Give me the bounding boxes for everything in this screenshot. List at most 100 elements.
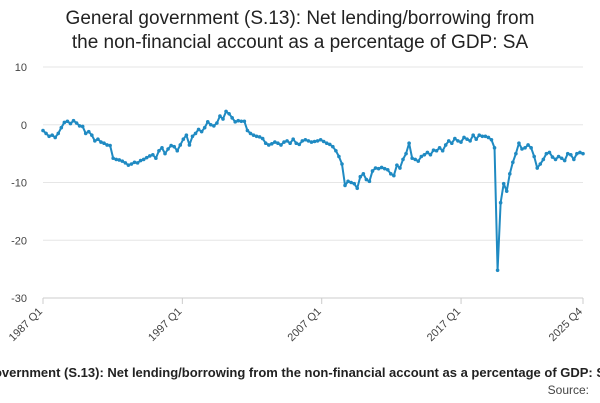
- data-point: [376, 166, 381, 171]
- data-point: [367, 179, 372, 184]
- data-point: [462, 135, 466, 140]
- data-point: [541, 157, 546, 162]
- data-point: [102, 141, 106, 146]
- data-point: [395, 163, 399, 167]
- data-point: [361, 172, 366, 176]
- data-point: [504, 189, 509, 193]
- data-point: [578, 150, 582, 155]
- data-point: [123, 161, 128, 165]
- data-point: [80, 124, 85, 129]
- data-point: [83, 131, 88, 136]
- data-point: [99, 140, 103, 144]
- data-point: [77, 124, 82, 128]
- data-point: [565, 151, 570, 156]
- data-point: [535, 166, 540, 170]
- data-point: [486, 135, 491, 140]
- data-point: [413, 157, 418, 162]
- series-line: [42, 110, 584, 272]
- data-point: [575, 151, 579, 156]
- data-point: [147, 154, 152, 158]
- data-point: [312, 139, 317, 144]
- data-point: [59, 125, 64, 130]
- data-point: [434, 148, 439, 153]
- data-point: [550, 155, 555, 159]
- data-point: [303, 137, 308, 142]
- data-point: [520, 147, 524, 151]
- data-point: [227, 111, 231, 116]
- data-point: [562, 158, 567, 163]
- data-point: [282, 140, 286, 144]
- data-point: [178, 143, 183, 147]
- data-point: [138, 158, 143, 163]
- data-point: [474, 137, 479, 141]
- data-point: [230, 116, 234, 120]
- data-point: [581, 151, 585, 156]
- data-point: [324, 141, 329, 146]
- data-point: [108, 143, 112, 148]
- data-point: [337, 154, 341, 159]
- gridlines: [43, 66, 583, 241]
- data-point: [215, 121, 219, 125]
- data-point: [352, 181, 356, 186]
- data-point: [172, 144, 176, 149]
- data-point: [379, 165, 384, 170]
- data-point: [209, 122, 213, 127]
- data-point: [327, 142, 332, 147]
- data-point: [212, 124, 216, 128]
- data-point: [389, 172, 393, 176]
- x-tick-label: 2025 Q4: [547, 306, 585, 344]
- data-point: [465, 137, 469, 141]
- data-point: [291, 137, 295, 141]
- data-point: [456, 139, 460, 143]
- data-point: [117, 158, 122, 162]
- axes: [42, 297, 584, 304]
- data-point: [114, 157, 119, 162]
- x-tick-labels: 1987 Q1 1997 Q1 2007 Q1 2017 Q1 2025 Q4: [7, 306, 585, 344]
- data-point: [511, 160, 515, 165]
- data-point: [498, 200, 503, 205]
- data-point: [251, 133, 256, 137]
- data-point: [41, 128, 45, 133]
- data-point: [559, 156, 564, 161]
- data-point: [300, 139, 305, 143]
- data-point: [71, 118, 76, 123]
- data-point: [572, 157, 576, 162]
- data-point: [450, 141, 454, 146]
- data-point: [224, 109, 228, 114]
- data-point: [507, 172, 512, 176]
- data-point: [453, 136, 457, 141]
- data-point: [190, 134, 195, 139]
- data-point: [53, 135, 57, 140]
- data-point: [184, 133, 189, 137]
- data-point: [126, 163, 131, 167]
- data-point: [132, 160, 137, 165]
- data-point: [144, 155, 149, 160]
- data-point: [501, 181, 506, 186]
- data-point: [154, 156, 158, 161]
- data-point: [419, 154, 424, 159]
- data-point: [346, 179, 350, 184]
- data-point: [440, 148, 445, 153]
- data-point: [569, 152, 573, 157]
- data-point: [477, 133, 482, 137]
- data-point: [309, 140, 314, 144]
- data-point: [364, 177, 369, 182]
- data-point: [120, 159, 125, 163]
- y-tick-label: -10: [11, 178, 27, 190]
- data-point: [529, 146, 533, 150]
- data-point: [86, 129, 91, 134]
- data-point: [248, 131, 253, 136]
- data-point: [331, 144, 335, 149]
- data-point: [273, 140, 277, 144]
- data-point: [517, 141, 521, 146]
- data-point: [343, 183, 347, 188]
- data-point: [538, 162, 543, 166]
- data-point: [196, 127, 201, 132]
- data-point: [233, 120, 237, 124]
- data-point: [96, 137, 100, 141]
- series: [41, 109, 585, 273]
- data-point: [187, 143, 192, 147]
- data-point: [181, 137, 186, 141]
- data-point: [526, 143, 530, 147]
- data-point: [163, 151, 167, 156]
